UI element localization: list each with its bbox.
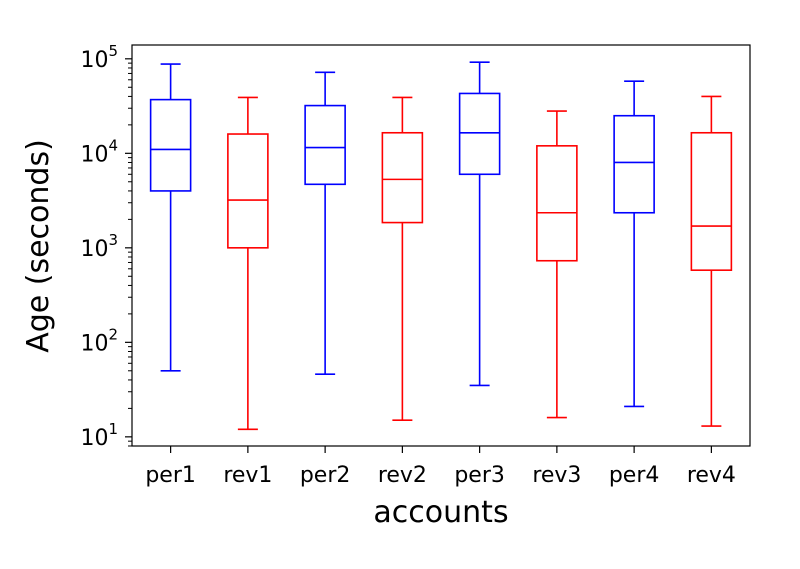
iqr-box	[613, 114, 655, 214]
x-tick-label-per3: per3	[454, 463, 505, 488]
box-rev1	[227, 96, 269, 431]
box-rev3	[536, 110, 578, 419]
y-tick-label: 104	[80, 136, 118, 167]
x-tick-label-per2: per2	[300, 463, 351, 488]
box-rev4	[690, 95, 733, 427]
x-tick-label-rev4: rev4	[687, 463, 736, 488]
box-per1	[149, 63, 192, 372]
box-per4	[613, 80, 655, 408]
iqr-box	[227, 133, 269, 249]
iqr-box	[536, 145, 578, 262]
iqr-box	[381, 131, 424, 224]
iqr-box	[149, 98, 192, 192]
y-tick-label: 102	[80, 325, 118, 356]
axes-frame	[131, 44, 751, 447]
iqr-box	[690, 131, 733, 271]
iqr-box	[304, 104, 346, 186]
box-per2	[304, 71, 346, 376]
boxes-layer	[149, 61, 733, 431]
y-tick-label: 103	[80, 231, 118, 262]
x-tick-label-rev3: rev3	[532, 463, 581, 488]
x-axis-label: accounts	[373, 495, 508, 530]
y-tick-label: 101	[80, 420, 118, 451]
y-tick-label: 105	[80, 42, 118, 73]
x-tick-label-rev1: rev1	[223, 463, 272, 488]
y-axis-label: Age (seconds)	[21, 139, 56, 353]
y-axis-ticks: 101 102 103 104 105	[80, 42, 132, 451]
x-tick-label-per1: per1	[145, 463, 196, 488]
x-axis-ticks: per1 rev1 per2 rev2 per3 rev3 per4 rev4	[145, 446, 736, 488]
box-per3	[458, 61, 501, 387]
iqr-box	[458, 92, 501, 176]
x-tick-label-rev2: rev2	[378, 463, 427, 488]
box-rev2	[381, 96, 424, 421]
x-tick-label-per4: per4	[609, 463, 660, 488]
